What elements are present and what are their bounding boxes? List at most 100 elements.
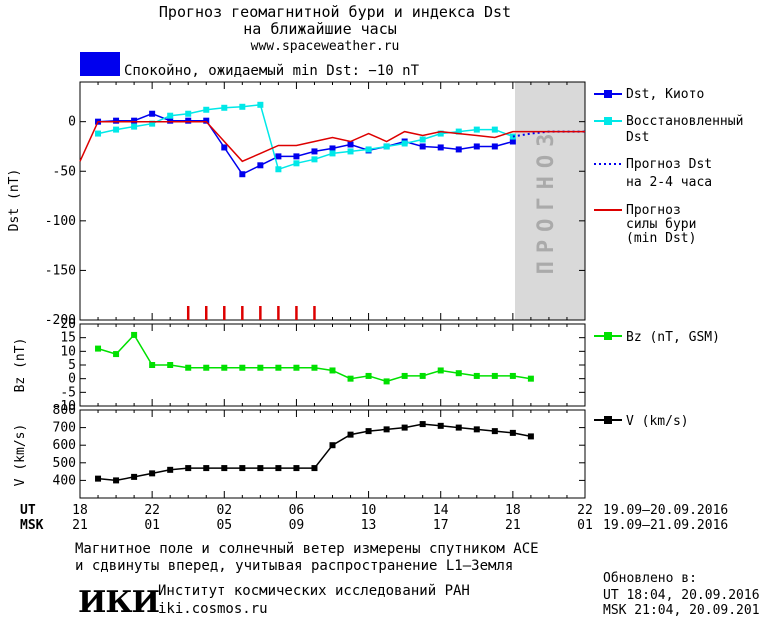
- msk-tick-label: 01: [144, 518, 160, 533]
- legend-storm-forecast-3: (min Dst): [626, 231, 696, 246]
- legend-restored-dst-2: Dst: [626, 130, 649, 145]
- bz-series-0-point: [419, 372, 426, 379]
- iki-logo: ИКИ: [78, 585, 159, 620]
- v-series-0-point: [383, 426, 390, 433]
- dst-series-1-point: [239, 103, 246, 110]
- dst-series-1-point: [275, 166, 282, 173]
- bz-series-0-point: [527, 375, 534, 382]
- bz-series-0-point: [401, 372, 408, 379]
- legend-forecast-dst-2: на 2-4 часа: [626, 175, 712, 190]
- bz-series-0-point: [149, 362, 156, 368]
- ut-tick-label: 18: [505, 503, 521, 518]
- v-series-0-point: [509, 429, 516, 436]
- legend-dst-kyoto: Dst, Киото: [626, 87, 704, 102]
- v-ytick-label: 600: [53, 438, 76, 453]
- ut-tick-label: 22: [577, 503, 593, 518]
- v-series-0-point: [149, 470, 156, 477]
- bz-ytick-label: 15: [60, 331, 76, 346]
- v-series-0-point: [329, 442, 336, 449]
- footer-note-1: Магнитное поле и солнечный ветер измерен…: [75, 541, 539, 557]
- bz-series-0-line: [97, 333, 532, 383]
- dst-series-1-point: [95, 130, 102, 137]
- dst-series-1-point: [473, 126, 480, 133]
- v-series-0-line: [97, 423, 532, 482]
- status-text: Спокойно, ожидаемый min Dst: −10 nT: [124, 63, 420, 79]
- dst-plot-frame: [79, 81, 586, 321]
- dst-series-0-point: [347, 141, 354, 148]
- website-url: www.spaceweather.ru: [251, 39, 400, 54]
- v-series-0-point: [437, 422, 444, 429]
- dst-series-0-point: [221, 144, 228, 151]
- dst-series-0-point: [311, 148, 318, 155]
- bz-ytick-label: 5: [68, 358, 76, 373]
- dst-ylabel: Dst (nT): [7, 169, 22, 232]
- legend-storm-forecast-1: Прогноз: [626, 203, 681, 218]
- dst-series-0-point: [437, 144, 444, 151]
- status-color-box: [80, 52, 120, 76]
- dst-series-1-point: [401, 140, 408, 147]
- dst-series-1-point: [293, 160, 300, 167]
- dst-series-1-point: [203, 106, 210, 113]
- bz-series-0-point: [131, 331, 138, 338]
- v-legend: V (km/s): [594, 414, 689, 429]
- bz-series-0-point: [95, 345, 102, 352]
- v-series-0-point: [293, 465, 300, 472]
- dst-ytick-label: -200: [45, 313, 76, 328]
- dst-series-3-line: [79, 120, 585, 163]
- v-series-0-point: [347, 431, 354, 438]
- v-ytick-label: 800: [53, 403, 76, 418]
- ut-tick-label: 14: [433, 503, 449, 518]
- dst-series-1-point: [347, 148, 354, 155]
- bz-series-0-point: [347, 375, 354, 382]
- bz-series-0-point: [185, 364, 192, 371]
- bz-ytick-label: 10: [60, 344, 76, 359]
- time-axis: UT MSK 18 22 02 06 10 14 18 22 21 01 05 09 13 17 21 01…: [20, 503, 728, 533]
- legend-storm-forecast-2: силы бури: [626, 217, 696, 232]
- bz-legend: Bz (nT, GSM): [594, 330, 720, 345]
- bz-ylabel: Bz (nT): [13, 338, 28, 393]
- ut-tick-label: 02: [216, 503, 232, 518]
- dst-series-1-point: [185, 110, 192, 117]
- bz-series-0-point: [473, 372, 480, 379]
- v-ytick-label: 500: [53, 456, 76, 471]
- dst-ytick-label: -50: [53, 164, 76, 179]
- institute-name: Институт космических исследований РАН: [158, 583, 470, 599]
- msk-tick-label: 21: [72, 518, 88, 533]
- v-series-0-point: [401, 424, 408, 431]
- v-series-0-point: [185, 465, 192, 472]
- ut-tick-label: 06: [289, 503, 305, 518]
- footer-note-2: и сдвинуты вперед, учитывая распростране…: [75, 558, 513, 574]
- dst-series-0-point: [113, 117, 120, 124]
- dst-series-1-point: [131, 123, 138, 130]
- v-ytick-label: 400: [53, 473, 76, 488]
- v-series-0-point: [455, 424, 462, 431]
- v-plot-frame: [79, 409, 586, 499]
- bz-series-0-point: [113, 351, 120, 358]
- ut-tick-label: 22: [144, 503, 160, 518]
- dst-series-0-point: [455, 146, 462, 153]
- updated-ut: UT 18:04, 20.09.2016: [603, 588, 760, 603]
- dst-series-0-point: [167, 117, 174, 124]
- v-series-0-point: [311, 465, 318, 472]
- dst-series-1-point: [113, 126, 120, 133]
- v-ylabel: V (km/s): [13, 424, 28, 487]
- ut-date-range: 19.09–20.09.2016: [603, 503, 728, 518]
- dst-series-0-point: [257, 162, 264, 169]
- msk-tick-label: 21: [505, 518, 521, 533]
- bz-ytick-label: -5: [60, 385, 76, 400]
- forecast-region: [515, 82, 585, 320]
- v-series-0-point: [275, 465, 282, 472]
- bz-series-0-point: [329, 367, 336, 374]
- v-ytick-label: 700: [53, 421, 76, 436]
- dst-series-1-point: [257, 101, 264, 108]
- bz-series-0-point: [383, 378, 390, 385]
- dst-series-0-point: [275, 153, 282, 160]
- chart-title-line1: Прогноз геомагнитной бури и индекса Dst: [159, 3, 511, 21]
- dst-series-1-point: [365, 146, 372, 153]
- dst-series-0-point: [293, 153, 300, 160]
- msk-label: MSK: [20, 518, 44, 533]
- bz-series-0-point: [221, 364, 228, 371]
- v-series-0-point: [239, 465, 246, 472]
- v-series-0-point: [167, 466, 174, 473]
- msk-date-range: 19.09–21.09.2016: [603, 518, 728, 533]
